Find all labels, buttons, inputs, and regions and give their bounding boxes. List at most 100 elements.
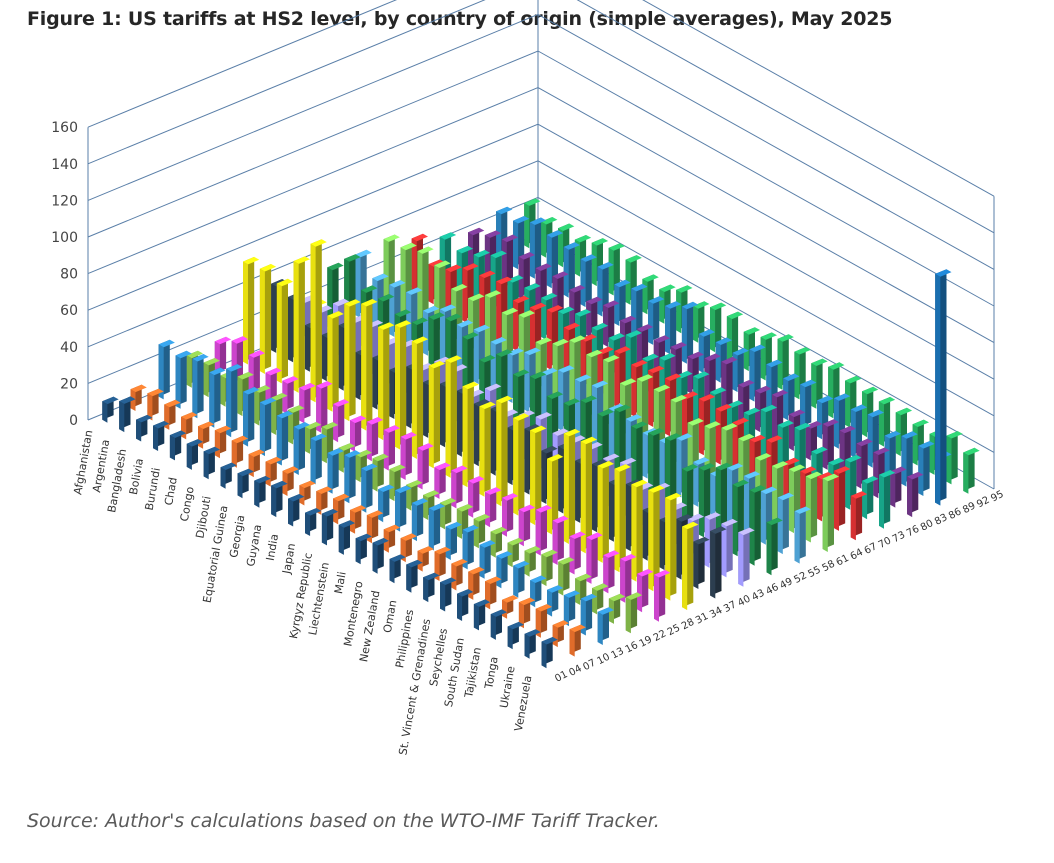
bar-front (850, 409, 856, 459)
tariff-bar (738, 527, 755, 587)
bar-top (850, 404, 868, 412)
bar-front (237, 473, 243, 499)
tariff-bar (400, 432, 417, 480)
bar-top (721, 518, 738, 527)
tariff-bar (637, 569, 654, 613)
bar-front (327, 315, 333, 412)
bar-front (575, 379, 581, 441)
tariff-bar (580, 593, 598, 636)
bar-top (777, 492, 794, 501)
tariff-bar (383, 524, 401, 553)
bar-top (378, 484, 395, 492)
bar-front (518, 602, 524, 629)
hs2-tick-label: 86 (947, 506, 963, 522)
bar-front (361, 303, 367, 431)
bar-front (558, 561, 564, 596)
tariff-bar (445, 355, 462, 478)
bar-front (490, 614, 496, 640)
tariff-bar (417, 246, 434, 326)
bar-front (884, 435, 890, 478)
bar-top (445, 313, 462, 322)
bar-front (473, 518, 479, 549)
bar-front (243, 261, 248, 365)
bar-front (214, 341, 220, 377)
bar-top (743, 327, 761, 335)
bar-front (355, 538, 361, 565)
hs2-tick-label: 70 (877, 535, 893, 551)
tariff-bar (693, 537, 710, 589)
bar-front (372, 458, 378, 492)
tariff-bar (462, 525, 479, 570)
bar-top (406, 287, 423, 295)
bar-top (434, 546, 451, 555)
bar-front (608, 482, 614, 542)
z-tick-label: 120 (51, 193, 78, 209)
bar-front (817, 400, 823, 440)
tariff-bar (766, 517, 783, 576)
tariff-bar (563, 590, 581, 627)
tariff-bar (209, 367, 226, 428)
country-tick-label: Mali (332, 571, 349, 595)
bar-front (243, 391, 249, 447)
bar-top (445, 522, 462, 530)
z-axis-ticks: 0 20 40 60 80 100 120 140 160 (51, 120, 78, 429)
bar-top (462, 525, 479, 533)
hs2-tick-label: 52 (792, 570, 808, 586)
bar-top (760, 332, 777, 340)
bar-front (490, 341, 496, 394)
bar-top (411, 336, 429, 344)
bar-front (811, 363, 817, 409)
tariff-bar (569, 531, 586, 575)
hs2-tick-label: 13 (610, 646, 626, 662)
country-tick-label: Ukraine (497, 665, 517, 709)
bar-top (535, 505, 553, 513)
bar-front (569, 536, 575, 575)
bar-top (451, 284, 468, 292)
tariff-bar (518, 504, 536, 547)
bar-front (259, 268, 265, 374)
bar-front (265, 461, 271, 487)
bar-front (777, 338, 783, 390)
bar-front (288, 498, 294, 527)
bar-top (344, 299, 361, 307)
bar-top (276, 410, 294, 419)
bar-top (620, 315, 637, 324)
tariff-bar (541, 637, 558, 669)
tariff-bar (203, 446, 220, 480)
bar-front (293, 261, 299, 393)
bar-front (473, 403, 479, 467)
bar-top (288, 405, 305, 413)
bar-top (822, 419, 839, 427)
z-tick-label: 100 (51, 230, 78, 246)
bar-front (907, 476, 913, 518)
hs2-tick-label: 43 (750, 588, 766, 604)
bar-top (333, 399, 350, 407)
bar-top (749, 434, 766, 443)
tariff-bar (462, 381, 479, 488)
bar-front (552, 625, 558, 648)
tariff-bar (327, 448, 344, 494)
tariff-bar-peak (310, 239, 327, 403)
bar-top (333, 493, 350, 502)
bar-top (214, 425, 232, 434)
bar-front (608, 408, 614, 460)
bar-top (440, 498, 457, 506)
tariff-bar (698, 394, 716, 456)
bar-top (563, 398, 581, 406)
bar-top (411, 317, 429, 325)
bar-top (417, 246, 434, 254)
tariff-bar (777, 334, 794, 390)
hs2-tick-label: 49 (778, 576, 794, 592)
bar-front (400, 436, 406, 480)
tariff-bar (350, 415, 367, 452)
bar-top (682, 521, 699, 530)
tariff-bar (513, 413, 530, 516)
tariff-bar (428, 503, 446, 551)
tariff-bar (276, 410, 294, 466)
bar-front (271, 397, 277, 435)
bar-front (304, 325, 310, 372)
bar-top (321, 422, 339, 430)
bar-front (732, 422, 738, 475)
bar-top (254, 385, 271, 393)
bar-front (530, 580, 536, 608)
